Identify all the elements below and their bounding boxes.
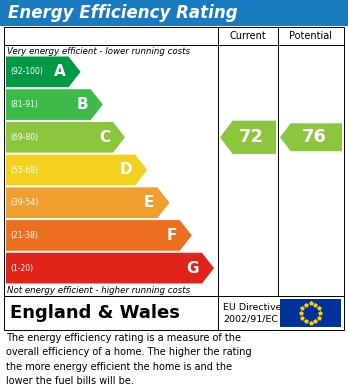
Bar: [280, 299, 341, 327]
Bar: [4, 27, 344, 296]
Polygon shape: [6, 122, 125, 152]
Bar: [4, 296, 344, 330]
Text: A: A: [54, 65, 65, 79]
Polygon shape: [6, 187, 169, 218]
Polygon shape: [6, 155, 147, 185]
Text: Current: Current: [230, 31, 266, 41]
Text: (1-20): (1-20): [10, 264, 33, 273]
Text: Energy Efficiency Rating: Energy Efficiency Rating: [8, 4, 238, 22]
Text: (92-100): (92-100): [10, 67, 43, 76]
Polygon shape: [220, 121, 276, 154]
Text: (55-68): (55-68): [10, 165, 38, 174]
Polygon shape: [280, 123, 342, 151]
Text: (81-91): (81-91): [10, 100, 38, 109]
Text: (39-54): (39-54): [10, 198, 38, 207]
Text: Potential: Potential: [290, 31, 332, 41]
Text: (69-80): (69-80): [10, 133, 38, 142]
Text: Not energy efficient - higher running costs: Not energy efficient - higher running co…: [7, 286, 190, 295]
Text: England & Wales: England & Wales: [10, 304, 180, 322]
Text: C: C: [99, 130, 110, 145]
Text: Very energy efficient - lower running costs: Very energy efficient - lower running co…: [7, 47, 190, 56]
Polygon shape: [6, 253, 214, 283]
Text: 76: 76: [302, 128, 327, 146]
Text: (21-38): (21-38): [10, 231, 38, 240]
Polygon shape: [6, 220, 192, 251]
Polygon shape: [6, 57, 81, 87]
Text: 72: 72: [238, 128, 263, 146]
Text: G: G: [187, 261, 199, 276]
Bar: [0, 0, 348, 26]
Text: F: F: [166, 228, 177, 243]
Text: EU Directive
2002/91/EC: EU Directive 2002/91/EC: [223, 303, 282, 323]
Text: The energy efficiency rating is a measure of the
overall efficiency of a home. T: The energy efficiency rating is a measur…: [6, 333, 252, 386]
Text: B: B: [76, 97, 88, 112]
Polygon shape: [6, 89, 103, 120]
Text: D: D: [120, 163, 132, 178]
Text: E: E: [144, 195, 155, 210]
